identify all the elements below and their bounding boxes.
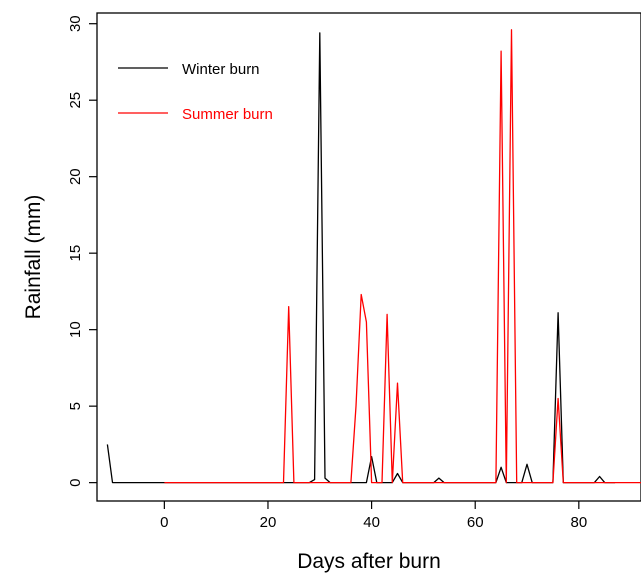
series-layer: [106, 29, 641, 484]
y-tick-label: 0: [67, 478, 84, 486]
y-axis: 0 5 10 15 20 25 30: [67, 15, 97, 487]
x-tick-label: 80: [570, 514, 587, 531]
y-tick-label: 15: [67, 245, 84, 262]
y-tick-label: 30: [67, 15, 84, 32]
y-tick-label: 25: [67, 92, 84, 109]
x-axis-label: Days after burn: [297, 550, 441, 573]
x-tick-label: 0: [160, 514, 168, 531]
x-tick-label: 40: [363, 514, 380, 531]
x-tick-label: 60: [467, 514, 484, 531]
y-tick-label: 10: [67, 321, 84, 338]
series-line-winter-burn: [106, 32, 616, 484]
series-line-summer-burn: [164, 29, 641, 484]
x-axis: 0 20 40 60 80: [160, 501, 587, 531]
y-axis-label: Rainfall (mm): [22, 195, 45, 320]
y-tick-label: 5: [67, 402, 84, 410]
legend: Winter burn Summer burn: [118, 61, 273, 123]
legend-label-winter: Winter burn: [182, 61, 260, 78]
plot-frame: [96, 12, 641, 502]
x-tick-label: 20: [260, 514, 277, 531]
y-tick-label: 20: [67, 168, 84, 185]
legend-label-summer: Summer burn: [182, 106, 273, 123]
